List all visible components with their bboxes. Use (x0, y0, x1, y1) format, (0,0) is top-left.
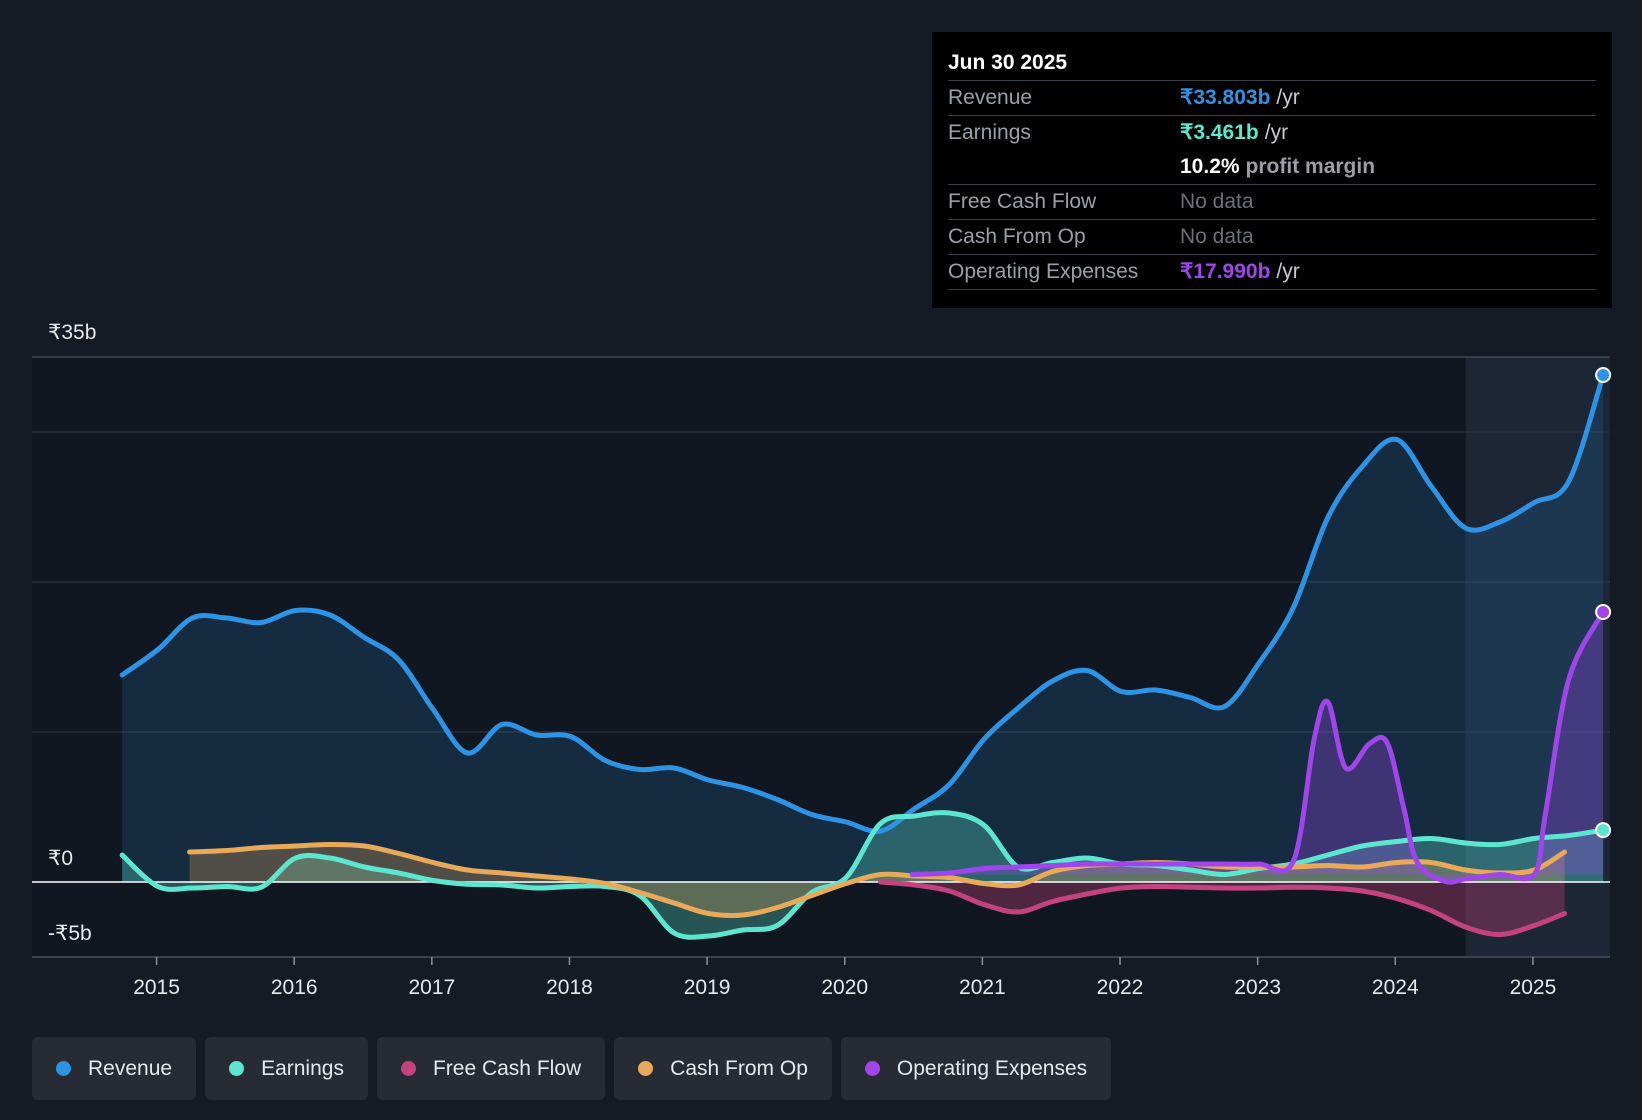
x-tick-label: 2019 (684, 976, 731, 999)
x-tick-label: 2022 (1097, 976, 1144, 999)
end-markers (1595, 367, 1612, 839)
y-label-zero: ₹0 (48, 847, 74, 870)
earnings-area (122, 812, 1604, 938)
tooltip-unit: /yr (1264, 121, 1289, 144)
tooltip-opex-value: ₹17.990b (1180, 260, 1271, 283)
legend-item-earnings[interactable]: Earnings (205, 1037, 368, 1100)
x-tick-label: 2016 (271, 976, 318, 999)
past-region (32, 357, 1470, 957)
x-tick-label: 2020 (821, 976, 868, 999)
legend: Revenue Earnings Free Cash Flow Cash Fro… (32, 1037, 1112, 1100)
series-lines (119, 372, 1606, 940)
revenue-dot-icon (56, 1061, 71, 1076)
x-tick-label: 2017 (408, 976, 455, 999)
x-tick-label: 2025 (1510, 976, 1557, 999)
legend-label: Free Cash Flow (432, 1056, 582, 1080)
revenue-area (122, 375, 1604, 882)
tooltip-revenue-value: ₹33.803b (1180, 86, 1271, 109)
legend-label: Cash From Op (670, 1056, 808, 1080)
tooltip-earnings-value: ₹3.461b (1180, 121, 1259, 144)
tooltip-row-cfo: Cash From Op No data (948, 220, 1596, 255)
tooltip-date: Jun 30 2025 (948, 46, 1596, 81)
tooltip-fcf-value: No data (1180, 190, 1254, 213)
tooltip-row-margin: 10.2% profit margin (948, 150, 1596, 185)
tooltip-unit: /yr (1276, 260, 1300, 283)
x-tick-label: 2015 (133, 976, 180, 999)
tooltip-row-fcf: Free Cash Flow No data (948, 185, 1596, 220)
tooltip-row-earnings: Earnings ₹3.461b/yr (948, 116, 1596, 150)
tooltip-label: Free Cash Flow (948, 190, 1097, 213)
x-tick-label: 2021 (959, 976, 1006, 999)
revenue-end-marker[interactable] (1595, 367, 1612, 383)
opex-dot-icon (864, 1061, 880, 1076)
tooltip-panel: Jun 30 2025 Revenue ₹33.803b/yr Earnings… (932, 32, 1612, 308)
tooltip-margin-value: 10.2% (1180, 155, 1240, 178)
x-axis: 2015 2016 2017 2018 2019 2020 2021 2022 2023 2024… (32, 956, 1610, 999)
legend-label: Earnings (261, 1056, 344, 1080)
tooltip-label: Earnings (948, 121, 1031, 144)
tooltip-cfo-value: No data (1180, 225, 1254, 248)
earnings-line[interactable] (119, 810, 1606, 940)
legend-label: Operating Expenses (896, 1056, 1088, 1080)
legend-label: Revenue (88, 1056, 173, 1080)
tooltip-label: Revenue (948, 86, 1033, 109)
tooltip-margin-label: profit margin (1245, 155, 1376, 178)
tooltip-row-revenue: Revenue ₹33.803b/yr (948, 81, 1596, 116)
fcf-line[interactable] (878, 879, 1568, 938)
tooltip-unit: /yr (1276, 86, 1300, 109)
tooltip-row-opex: Operating Expenses ₹17.990b/yr (948, 255, 1596, 290)
opex-end-marker[interactable] (1595, 604, 1612, 620)
tooltip-label: Cash From Op (948, 225, 1086, 248)
legend-item-opex[interactable]: Operating Expenses (840, 1037, 1112, 1100)
legend-item-fcf[interactable]: Free Cash Flow (376, 1037, 606, 1100)
earnings-end-marker[interactable] (1595, 822, 1612, 839)
y-label-top: ₹35b (48, 321, 97, 344)
fcf-dot-icon (400, 1061, 416, 1076)
cfo-line[interactable] (187, 842, 1568, 918)
opex-line[interactable] (909, 609, 1606, 885)
cfo-area (189, 844, 1565, 916)
x-tick-label: 2024 (1372, 976, 1419, 999)
legend-item-revenue[interactable]: Revenue (32, 1037, 197, 1100)
x-tick-label: 2018 (546, 976, 593, 999)
legend-item-cfo[interactable]: Cash From Op (614, 1037, 832, 1100)
earnings-dot-icon (229, 1061, 245, 1076)
x-tick-label: 2023 (1234, 976, 1281, 999)
cfo-dot-icon (638, 1061, 654, 1076)
y-label-bottom: -₹5b (48, 922, 92, 945)
tooltip-label: Operating Expenses (948, 260, 1139, 283)
